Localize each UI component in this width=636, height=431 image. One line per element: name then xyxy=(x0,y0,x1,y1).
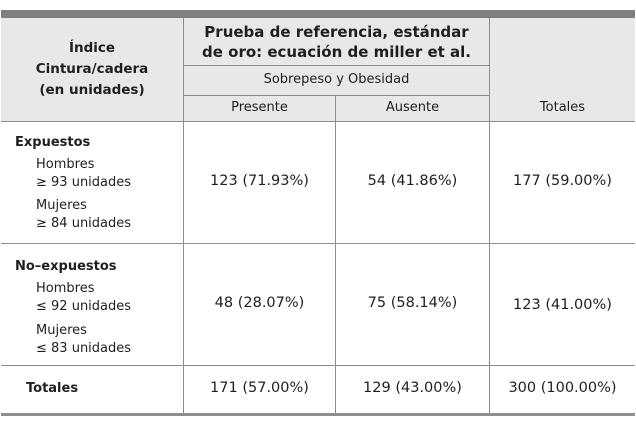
totals-absent-cell: 129 (43.00%) xyxy=(363,380,462,396)
row-divider-2 xyxy=(1,365,635,366)
grand-total-cell: 300 (100.00%) xyxy=(508,380,617,396)
not-exposed-men-criterion: Hombres ≤ 92 unidades xyxy=(36,281,132,314)
not-exposed-group-label: No–expuestos xyxy=(15,259,117,274)
exposed-group-label: Expuestos xyxy=(15,135,91,150)
header-divider-lower xyxy=(183,95,489,96)
column-divider-2 xyxy=(335,95,336,413)
index-header: Índice Cintura/cadera (en unidades) xyxy=(35,40,149,98)
totals-row-label: Totales xyxy=(26,381,79,396)
column-divider-3 xyxy=(489,18,490,413)
row-divider-1 xyxy=(1,243,635,244)
reference-test-header: Prueba de referencia, estándar de oro: e… xyxy=(202,23,471,61)
exposed-men-criterion: Hombres ≥ 93 unidades xyxy=(36,157,132,190)
not-exposed-present-cell: 48 (28.07%) xyxy=(214,295,305,311)
exposed-women-criterion: Mujeres ≥ 84 unidades xyxy=(36,198,132,231)
exposed-present-cell: 123 (71.93%) xyxy=(210,173,309,189)
table-header-background xyxy=(1,18,635,121)
table-top-rule xyxy=(1,10,635,18)
exposed-absent-cell: 54 (41.86%) xyxy=(367,173,458,189)
totals-column-header: Totales xyxy=(539,100,586,115)
header-divider-upper xyxy=(183,65,489,66)
exposed-total-cell: 177 (59.00%) xyxy=(513,173,612,189)
subgroup-header: Sobrepeso y Obesidad xyxy=(263,72,410,87)
absent-column-header: Ausente xyxy=(385,100,440,115)
present-column-header: Presente xyxy=(231,100,288,115)
header-bottom-rule xyxy=(1,121,635,122)
not-exposed-women-criterion: Mujeres ≤ 83 unidades xyxy=(36,323,132,356)
not-exposed-absent-cell: 75 (58.14%) xyxy=(367,295,458,311)
column-divider-1 xyxy=(183,18,184,413)
not-exposed-total-cell: 123 (41.00%) xyxy=(513,297,612,313)
table-bottom-rule xyxy=(1,413,635,416)
totals-present-cell: 171 (57.00%) xyxy=(210,380,309,396)
